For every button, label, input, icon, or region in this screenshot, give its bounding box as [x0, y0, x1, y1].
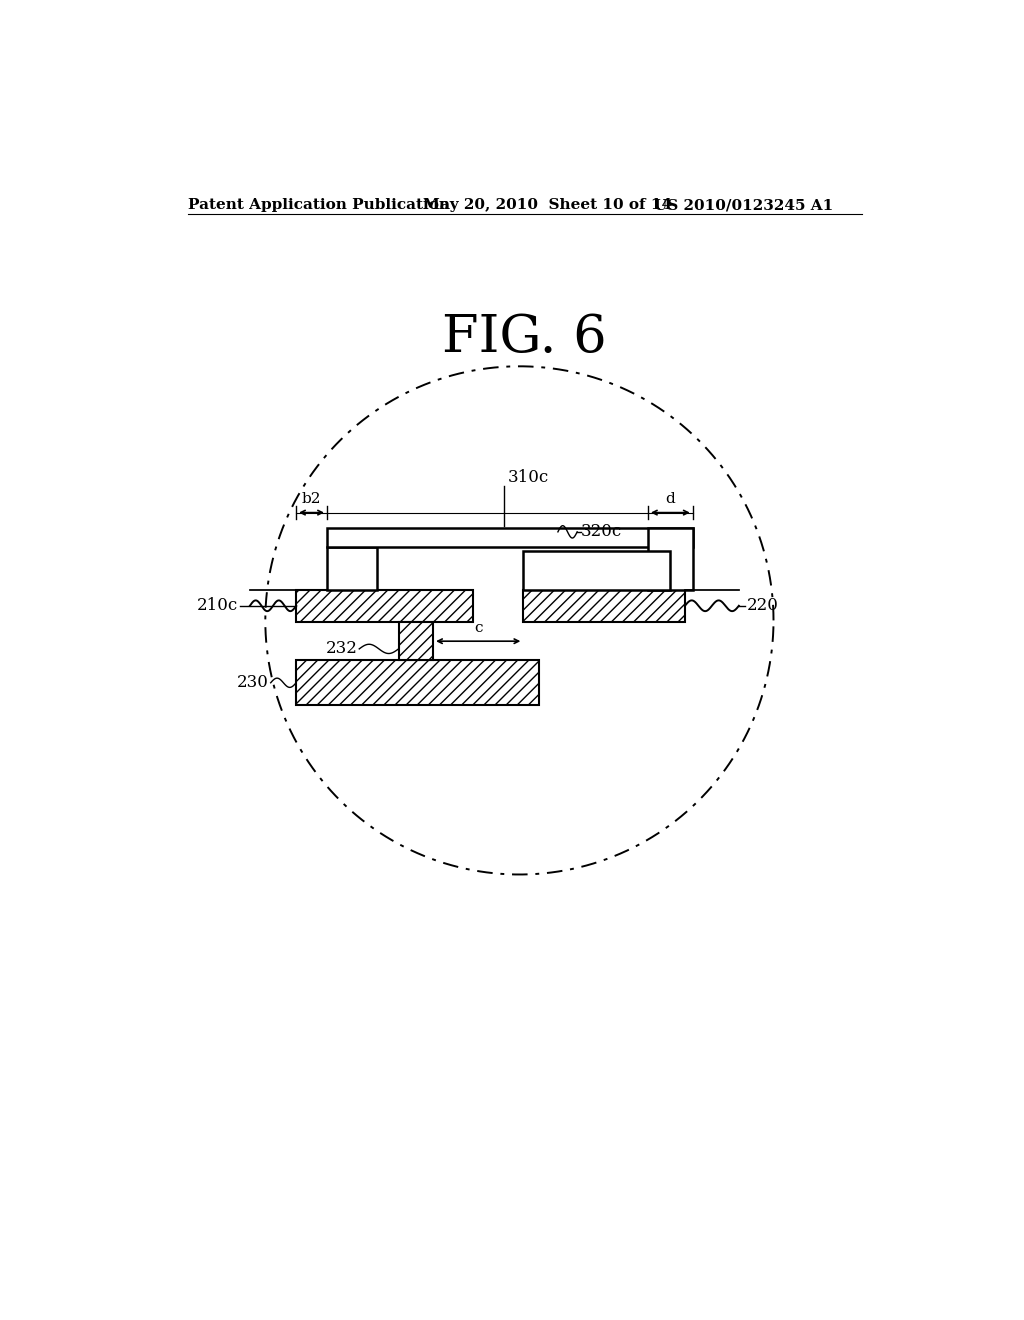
Bar — [327, 548, 377, 590]
Text: May 20, 2010  Sheet 10 of 14: May 20, 2010 Sheet 10 of 14 — [423, 198, 673, 213]
Text: US 2010/0123245 A1: US 2010/0123245 A1 — [654, 198, 834, 213]
Text: 320c: 320c — [581, 523, 623, 540]
Text: 210c: 210c — [197, 597, 239, 614]
Text: FIG. 6: FIG. 6 — [442, 313, 607, 363]
Text: 232: 232 — [326, 640, 357, 657]
Text: 220: 220 — [746, 597, 778, 614]
Bar — [648, 528, 692, 590]
Bar — [296, 590, 473, 622]
Text: 310c: 310c — [508, 469, 549, 486]
Text: 230: 230 — [238, 675, 269, 692]
Bar — [327, 528, 692, 548]
Text: Patent Application Publication: Patent Application Publication — [188, 198, 451, 213]
Bar — [398, 622, 433, 660]
Bar — [523, 552, 670, 590]
Text: c: c — [474, 620, 482, 635]
Bar — [296, 660, 539, 705]
Text: b2: b2 — [302, 492, 322, 507]
Bar — [523, 590, 685, 622]
Text: d: d — [666, 492, 675, 507]
